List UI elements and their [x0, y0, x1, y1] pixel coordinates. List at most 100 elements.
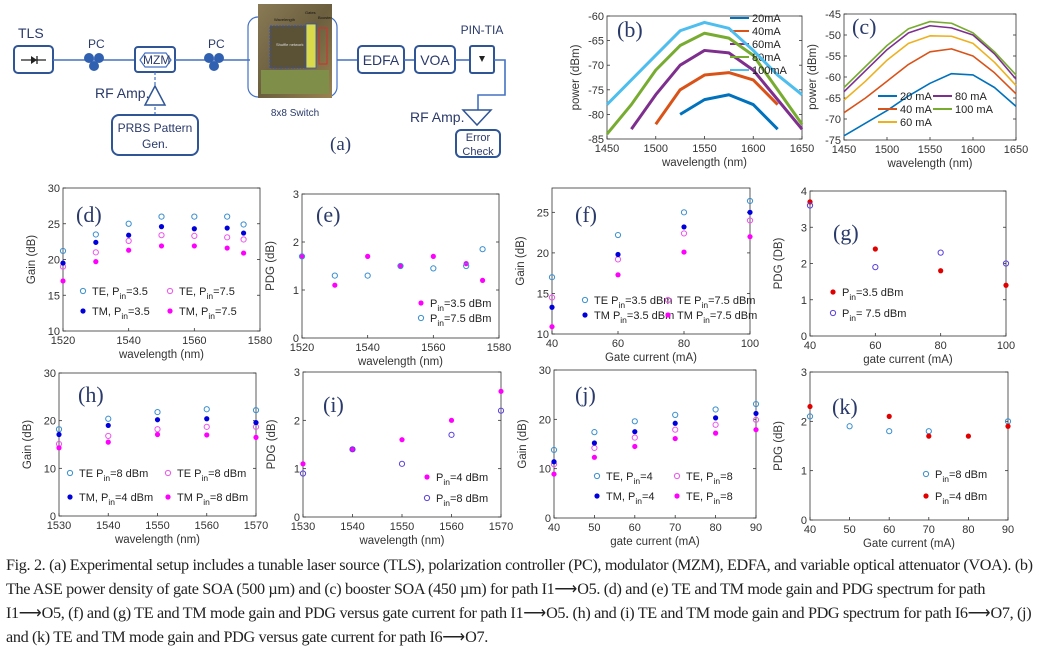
data-point — [154, 431, 161, 438]
y-tick-label: 2 — [801, 259, 807, 271]
x-tick-label: 1530 — [47, 520, 71, 532]
data-point — [240, 230, 247, 236]
legend-item: Pin=4 dBm — [424, 472, 488, 487]
x-tick-label: 50 — [843, 524, 855, 536]
legend-marker — [417, 314, 425, 322]
series-3 — [551, 410, 759, 465]
polarization-controller-icon — [84, 53, 104, 71]
x-tick-label: 1540 — [355, 342, 379, 354]
data-point — [93, 259, 99, 265]
y-tick-label: 2 — [801, 416, 807, 428]
legend-marker — [423, 494, 431, 502]
x-tick-label: 80 — [935, 340, 947, 352]
panel-label-j: (j) — [575, 382, 596, 407]
y-tick-label: -85 — [588, 134, 604, 146]
data-point — [747, 234, 753, 240]
data-point — [299, 253, 305, 259]
y-tick-label: 30 — [44, 368, 56, 380]
legend-label: TM, Pin=7.5 — [179, 306, 237, 321]
data-point — [158, 224, 165, 230]
legend-label: TM Pin=3.5 dBm — [594, 310, 674, 325]
y-tick-label: 1 — [801, 295, 807, 307]
y-tick-label: 15 — [537, 288, 549, 300]
legend-item: TM Pin=3.5 dBm — [582, 310, 674, 325]
y-tick-label: 30 — [48, 183, 60, 195]
x-tick-label: 70 — [669, 522, 681, 534]
x-tick-label: 60 — [612, 338, 624, 350]
data-point — [298, 253, 306, 260]
x-tick-label: 1600 — [741, 143, 765, 155]
data-point — [680, 230, 688, 237]
prbs-label: PRBS Pattern — [118, 121, 193, 135]
x-tick-label: 40 — [548, 522, 560, 534]
data-point — [349, 446, 356, 453]
data-point — [497, 407, 505, 414]
chart-c: 1450 1500 1550 1600 1650 -75 -70 -65 -60 -55 -50 -4… — [807, 9, 1028, 170]
y-tick-label: -80 — [588, 109, 604, 121]
legend-label: TE, Pin=8 — [686, 471, 733, 486]
panel-label-e: (e) — [316, 202, 340, 227]
panel-label-i: (i) — [323, 392, 344, 417]
data-point — [752, 416, 760, 423]
y-tick-label: 20 — [44, 416, 56, 428]
data-point — [240, 236, 247, 243]
y-tick-label: -65 — [825, 93, 841, 105]
legend-label: 20mA — [752, 13, 781, 25]
data-point — [479, 277, 486, 283]
data-point — [747, 209, 753, 215]
data-point — [203, 423, 210, 430]
series-1 — [300, 388, 504, 467]
legend-item: 20 mA — [878, 91, 932, 103]
x-tick-label: 50 — [588, 522, 600, 534]
data-point — [872, 264, 879, 271]
legend-marker — [167, 308, 173, 314]
data-point — [92, 249, 99, 256]
y-axis-label: Gain (dB) — [517, 419, 529, 468]
chart-j: 40 50 60 70 80 90 0 10 20 30 gate current (mA) Gain… — [517, 365, 762, 548]
y-tick-label: -65 — [588, 36, 604, 48]
error-check-label: Error — [466, 132, 491, 144]
series-3 — [549, 209, 753, 310]
series-3 — [56, 416, 259, 438]
x-tick-label: 40 — [804, 340, 816, 352]
y-axis-label: PDG (dB) — [773, 421, 785, 471]
data-point — [753, 427, 759, 433]
x-tick-label: 40 — [546, 338, 558, 350]
data-point — [632, 429, 638, 435]
y-tick-label: -45 — [825, 9, 841, 21]
series-2 — [299, 407, 505, 477]
y-tick-label: -60 — [825, 72, 841, 84]
data-point — [937, 249, 944, 256]
data-point — [158, 243, 165, 249]
data-point — [806, 413, 814, 420]
legend-item: Pin=3.5 dBm — [830, 287, 903, 302]
data-point — [253, 434, 259, 440]
legend-marker — [67, 494, 73, 500]
x-tick-label: 100 — [997, 340, 1015, 352]
legend-label: 40mA — [752, 26, 781, 38]
y-tick-label: 0 — [801, 515, 807, 527]
series-2 — [59, 232, 247, 270]
series-1 — [59, 213, 247, 255]
data-point — [712, 421, 719, 428]
data-point — [59, 247, 67, 255]
legend-label: 60mA — [752, 39, 781, 51]
legend-marker — [66, 469, 74, 477]
legend-item: TE Pin=3.5 dBm — [581, 295, 672, 310]
legend-marker — [922, 470, 930, 478]
panel-label-g: (g) — [833, 220, 859, 245]
y-tick-label: 0 — [294, 512, 300, 524]
data-point — [332, 282, 338, 288]
data-point — [672, 426, 679, 433]
y-tick-label: 1 — [801, 466, 807, 478]
legend-item: 20mA — [730, 13, 781, 25]
legend-label: 20 mA — [900, 91, 932, 103]
y-tick-label: -75 — [588, 85, 604, 97]
series-4 — [549, 234, 753, 330]
data-point — [886, 413, 892, 419]
legend-label: TE, Pin=8 — [686, 491, 733, 506]
legend-label: 80 mA — [955, 91, 987, 103]
y-tick-label: 3 — [801, 222, 807, 234]
y-tick-label: 15 — [48, 290, 60, 302]
